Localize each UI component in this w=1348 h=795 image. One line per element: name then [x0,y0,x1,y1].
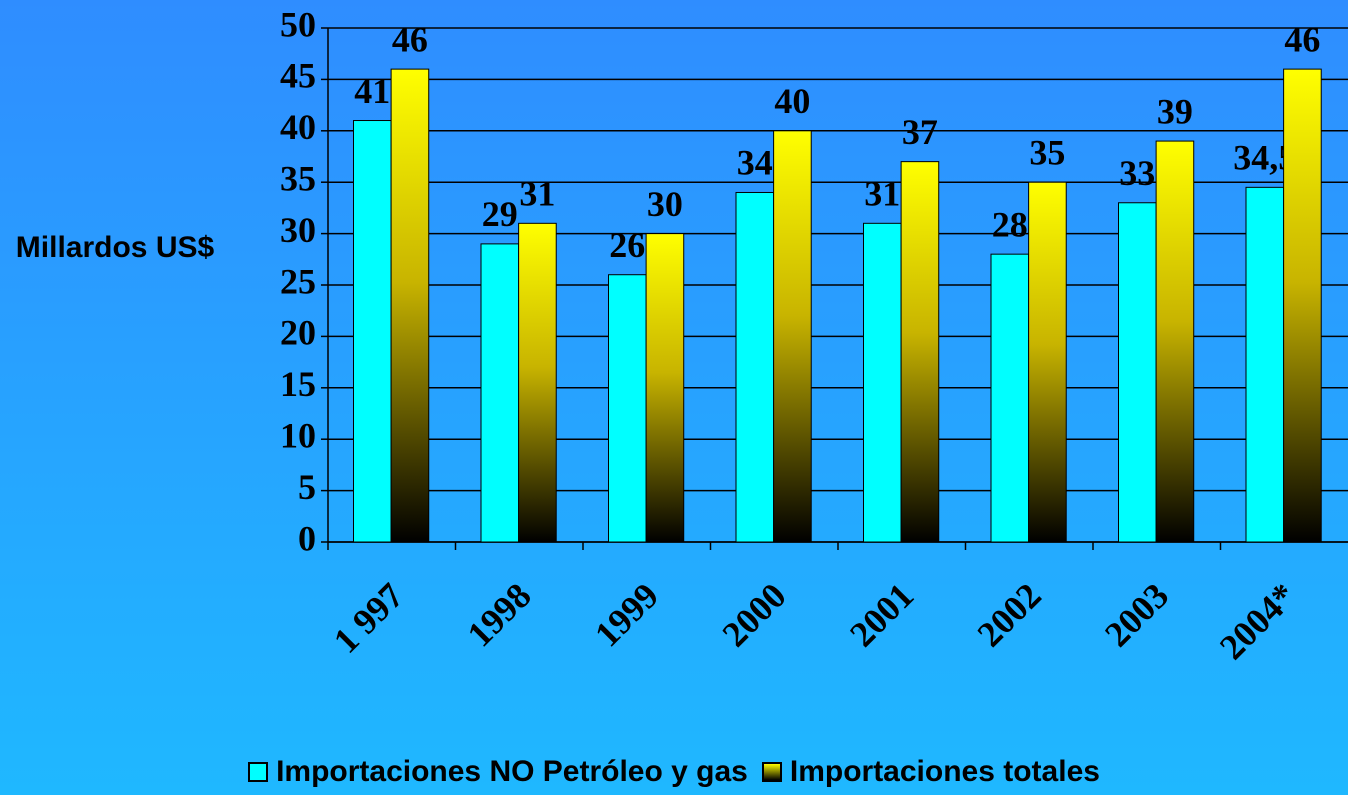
bar [518,222,557,543]
data-label: 30 [647,184,683,224]
data-label: 35 [1029,132,1065,172]
bar [863,222,902,543]
x-tick-label: 2001 [842,575,921,654]
data-label: 34 [737,143,773,183]
legend-label: Importaciones NO Petróleo y gas [276,755,748,788]
bar [990,253,1030,543]
data-label: 39 [1157,91,1193,131]
data-label: 31 [864,174,900,214]
data-label: 29 [482,194,518,234]
y-tick-label: 35 [280,158,316,198]
y-tick-label: 0 [298,518,316,558]
y-tick-label: 5 [298,467,316,507]
legend-item: Importaciones NO Petróleo y gas [248,755,748,789]
y-axis-label: Millardos US$ [15,231,215,264]
x-tick-label: 1998 [460,575,539,654]
bar [900,161,940,543]
bar [480,243,520,543]
y-tick-label: 40 [280,107,316,147]
bar [1155,140,1195,543]
bar [645,233,685,543]
data-label: 40 [774,81,810,121]
bar [1028,181,1067,543]
bar [773,130,812,543]
legend-swatch [248,762,269,782]
legend-swatch [761,762,782,782]
data-label: 31 [519,174,555,214]
x-tick-label: 2003 [1097,575,1176,654]
x-tick-label: 2000 [715,575,794,654]
y-tick-label: 30 [280,210,316,250]
y-tick-label: 45 [280,56,316,96]
x-tick-label: 1999 [587,575,666,654]
bar [735,191,775,543]
y-tick-label: 25 [280,261,316,301]
data-label: 28 [992,204,1028,244]
x-tick-label: 2004* [1212,575,1304,667]
bar [1283,68,1322,543]
bar [1118,202,1157,543]
y-tick-label: 15 [280,364,316,404]
data-label: 37 [902,112,938,152]
y-tick-label: 50 [280,4,316,44]
y-tick-label: 20 [280,313,316,353]
x-tick-label: 2002 [970,575,1049,654]
y-tick-label: 10 [280,415,316,455]
bar [1245,186,1285,543]
bar [608,274,647,543]
bar [353,120,392,543]
legend-label: Importaciones totales [789,755,1100,788]
legend-item: Importaciones totales [761,755,1100,789]
data-label: 26 [609,225,645,265]
bar [390,68,430,543]
data-label: 33 [1119,153,1155,193]
data-label: 41 [354,71,390,111]
x-tick-label: 1 997 [326,575,412,661]
data-label: 46 [392,19,428,59]
legend: Importaciones NO Petróleo y gas Importaci… [0,755,1348,789]
data-label: 46 [1284,19,1320,59]
